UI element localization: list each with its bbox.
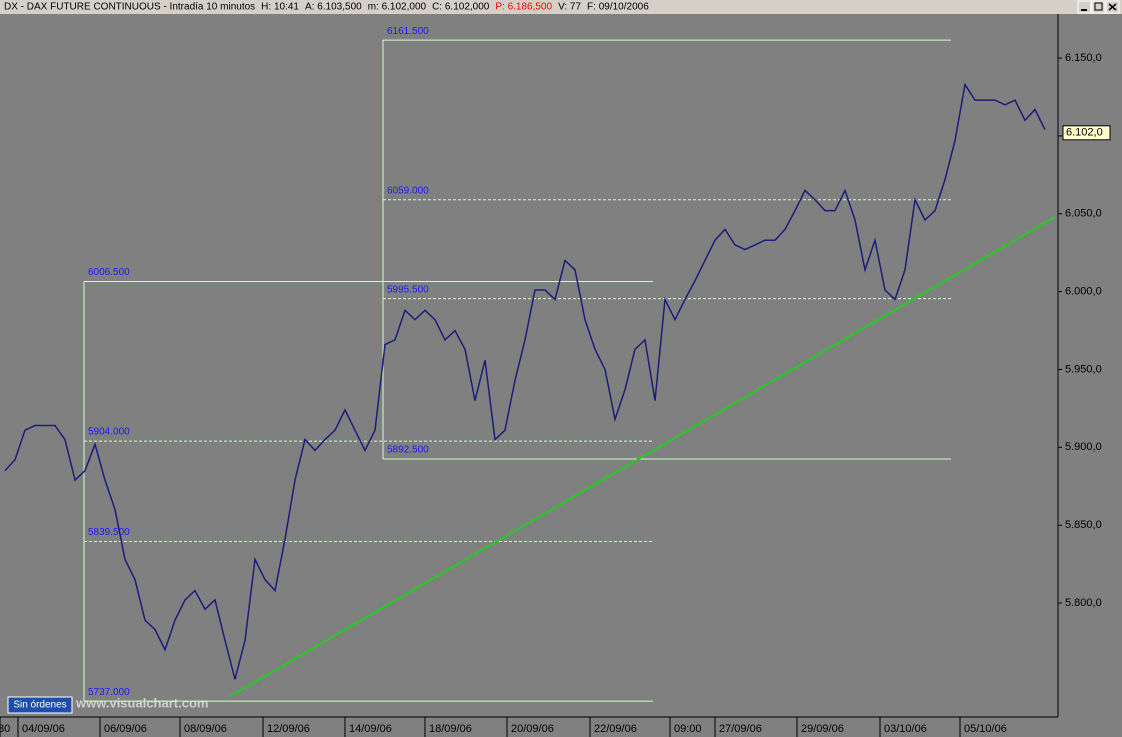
window-buttons [1077,0,1120,14]
x-tick-label: 12/09/06 [267,723,310,735]
header-field: V: 77 [558,2,581,13]
x-tick-label: 20/09/06 [511,723,554,735]
retracement-label: 5839.500 [88,527,130,538]
x-tick-label: 22/09/06 [594,723,637,735]
x-tick-label: 08/09/06 [184,723,227,735]
icon [1094,2,1103,11]
x-tick-label: 30 [0,723,10,735]
y-tick-label: 5.850,0 [1065,519,1102,531]
icon [1108,3,1117,11]
trendline [229,216,1056,698]
x-tick-label: 03/10/06 [884,723,927,735]
retracement-label: 5995.500 [387,284,429,295]
y-tick-label: 6.000,0 [1065,286,1102,298]
y-tick-label: 6.150,0 [1065,52,1102,64]
retracement-label: 6059.000 [387,185,429,196]
x-tick-label: 06/09/06 [104,723,147,735]
last-price-label: 6.102,0 [1066,127,1103,139]
y-tick-label: 5.900,0 [1065,441,1102,453]
last-price-tag [1062,125,1111,141]
x-tick-label: 04/09/06 [22,723,65,735]
orders-button[interactable] [7,696,73,714]
header-field: m: 6.102,000 [368,2,427,13]
retracement-label: 5892.500 [387,445,429,456]
button-label: Sin órdenes [13,700,66,711]
x-tick-label: 14/09/06 [349,723,392,735]
title-bar [0,0,1122,14]
header-field: H: 10:41 [261,2,299,13]
header-field: P: 6.186,500 [495,2,552,13]
x-tick-label: 29/09/06 [801,723,844,735]
retracement-label: 5737.000 [88,687,130,698]
x-tick-label: 18/09/06 [429,723,472,735]
watermark: www.visualchart.com [75,695,208,710]
retracement-label: 6161.500 [387,26,429,37]
x-tick-label: 27/09/06 [719,723,762,735]
retracement-label: 5904.000 [88,427,130,438]
header-field: F: 09/10/2006 [587,2,649,13]
x-tick-label: 05/10/06 [964,723,1007,735]
header-field: A: 6.103,500 [305,2,362,13]
header-field: C: 6.102,000 [432,2,490,13]
y-tick-label: 5.800,0 [1065,597,1102,609]
minimize-button[interactable] [1077,0,1092,14]
x-tick-label: 09:00 [674,723,702,735]
retracement-label: 6006.500 [88,267,130,278]
y-tick-label: 6.050,0 [1065,208,1102,220]
header-title: DX - DAX FUTURE CONTINUOUS - Intradía 10… [4,2,255,13]
price-line [4,82,1046,680]
y-tick-label: 5.950,0 [1065,363,1102,375]
header: DX - DAX FUTURE CONTINUOUS - Intradía 10… [4,2,649,13]
